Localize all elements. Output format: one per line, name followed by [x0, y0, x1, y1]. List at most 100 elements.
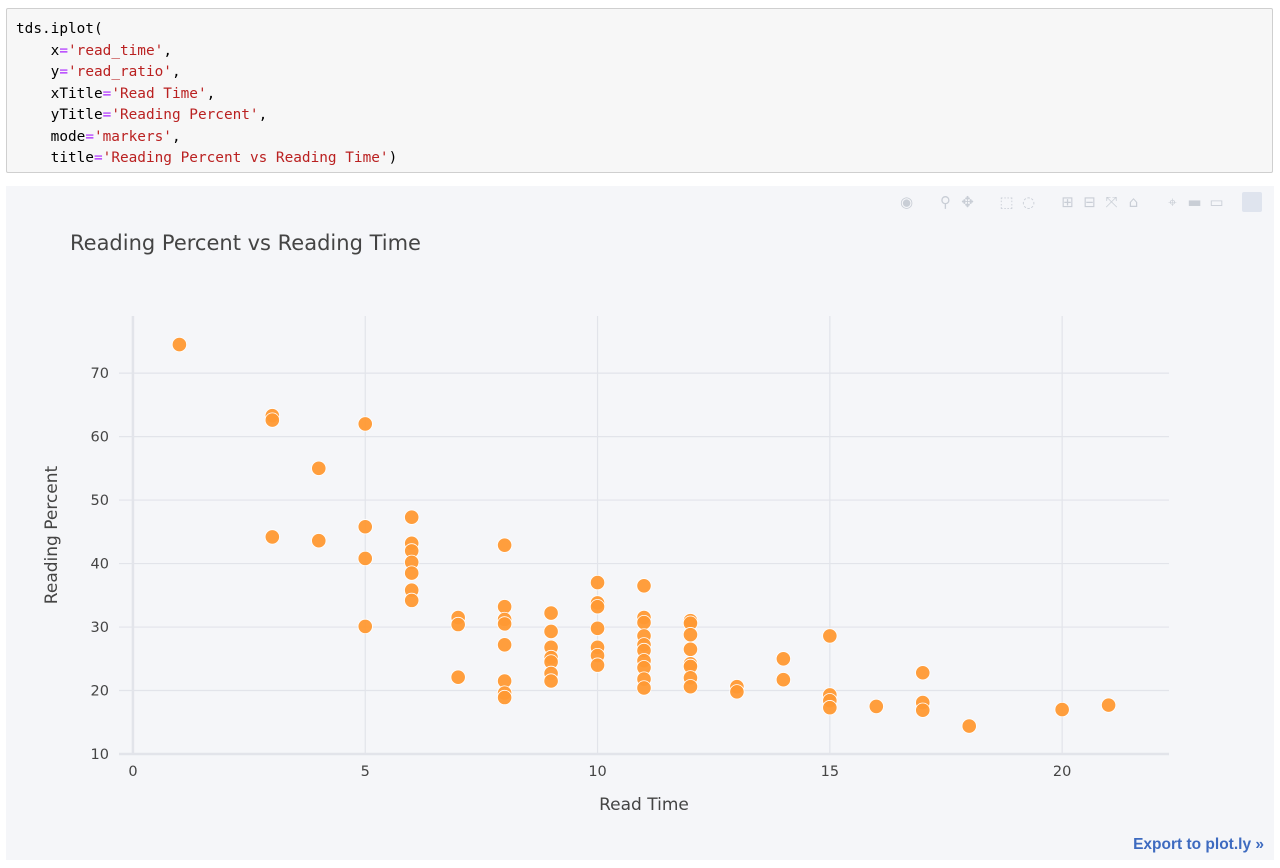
y-tick-label: 50	[91, 493, 109, 509]
plotly-logo-icon[interactable]	[1242, 192, 1262, 212]
code-line: mode='markers',	[16, 127, 1272, 149]
autoscale-icon[interactable]: ⤧	[1105, 192, 1118, 211]
code-token: title	[16, 150, 94, 166]
reset-axes-icon[interactable]: ⌂	[1128, 192, 1139, 211]
data-point[interactable]	[1101, 697, 1117, 713]
data-point[interactable]	[497, 537, 513, 553]
y-axis-title: Reading Percent	[42, 465, 62, 604]
code-token: mode	[16, 128, 86, 145]
hover-closest-icon[interactable]: ▬	[1187, 192, 1202, 211]
code-token: x	[16, 42, 60, 59]
code-token: 'Reading Percent'	[111, 107, 259, 123]
x-tick-label: 15	[821, 764, 839, 780]
data-point[interactable]	[682, 679, 699, 695]
camera-icon[interactable]: ◉	[899, 192, 914, 211]
data-point[interactable]	[497, 599, 513, 615]
data-point[interactable]	[497, 689, 513, 706]
data-point[interactable]	[357, 550, 373, 567]
data-point[interactable]	[404, 565, 420, 581]
data-point[interactable]	[589, 599, 606, 615]
data-point[interactable]	[497, 616, 513, 632]
data-point[interactable]	[915, 702, 931, 718]
zoom-out-icon[interactable]: ⊟	[1083, 192, 1096, 211]
data-point[interactable]	[775, 651, 791, 667]
data-point[interactable]	[915, 665, 931, 681]
pan-icon[interactable]: ✥	[961, 192, 974, 211]
data-point[interactable]	[775, 672, 791, 688]
code-input-cell[interactable]: tds.iplot( x='read_time', y='read_ratio'…	[6, 8, 1273, 173]
data-point[interactable]	[868, 698, 884, 714]
data-point[interactable]	[171, 336, 187, 353]
code-token: ,	[171, 128, 181, 145]
x-axis-title: Read Time	[599, 795, 689, 815]
code-token: 'read_time'	[68, 42, 164, 59]
code-line: x='read_time',	[16, 41, 1272, 63]
data-point[interactable]	[311, 460, 327, 476]
code-token: yTitle	[16, 107, 103, 123]
code-line: tds.iplot(	[16, 19, 1272, 41]
export-to-plotly-link[interactable]: Export to plot.ly »	[1133, 836, 1264, 853]
data-point[interactable]	[589, 657, 606, 673]
box-select-icon[interactable]: ⬚	[999, 192, 1014, 211]
data-point[interactable]	[357, 618, 373, 635]
data-point[interactable]	[357, 416, 373, 432]
code-line: xTitle='Read Time',	[16, 84, 1272, 106]
data-point[interactable]	[682, 627, 699, 643]
lasso-select-icon[interactable]: ◌	[1021, 192, 1036, 211]
code-token: =	[59, 42, 68, 59]
data-point[interactable]	[543, 605, 559, 621]
code-token: 'Read Time'	[111, 85, 207, 102]
data-point[interactable]	[636, 578, 652, 594]
code-token: ,	[206, 85, 216, 102]
hover-compare-icon[interactable]: ▭	[1209, 192, 1224, 211]
data-point[interactable]	[822, 700, 838, 716]
data-point[interactable]	[497, 637, 513, 653]
code-token: ,	[163, 42, 172, 59]
code-token: tds.iplot(	[16, 21, 103, 37]
code-token: y	[16, 64, 60, 80]
spike-lines-icon[interactable]: ⌖	[1168, 192, 1177, 211]
data-point[interactable]	[264, 412, 280, 428]
data-point[interactable]	[543, 623, 559, 640]
code-token: =	[93, 150, 103, 166]
data-point[interactable]	[589, 620, 606, 636]
code-line: title='Reading Percent vs Reading Time')	[16, 148, 1272, 170]
data-point[interactable]	[450, 616, 466, 633]
code-token: 'markers'	[93, 128, 172, 145]
x-tick-label: 5	[361, 764, 370, 780]
zoom-in-icon[interactable]: ⊞	[1061, 192, 1074, 211]
code-token: xTitle	[16, 85, 103, 102]
data-point[interactable]	[404, 509, 420, 525]
y-tick-label: 60	[91, 430, 109, 446]
data-point[interactable]	[589, 575, 606, 591]
code-token: ,	[258, 107, 268, 123]
data-point[interactable]	[543, 673, 559, 689]
scatter-chart[interactable]: 0 5 10 15 20 10 20 30 40 50 60 70 Reading Percent vs…	[6, 186, 1274, 860]
x-tick-label: 20	[1053, 764, 1071, 780]
x-tick-label: 0	[128, 764, 137, 780]
data-point[interactable]	[961, 718, 977, 734]
code-token: =	[85, 128, 94, 145]
data-point[interactable]	[404, 592, 420, 608]
y-tick-label: 30	[91, 620, 109, 636]
y-tick-label: 20	[91, 684, 109, 700]
data-point[interactable]	[264, 529, 280, 545]
plot-output-area: 0 5 10 15 20 10 20 30 40 50 60 70 Reading Percent vs…	[6, 186, 1274, 860]
code-token: ,	[171, 64, 181, 80]
code-token: )	[388, 150, 398, 166]
data-point[interactable]	[311, 533, 327, 549]
data-point[interactable]	[636, 680, 652, 696]
code-token: =	[102, 85, 112, 102]
code-token: 'Reading Percent vs Reading Time'	[102, 150, 389, 166]
zoom-icon[interactable]: ⚲	[940, 192, 951, 211]
data-point[interactable]	[450, 669, 466, 685]
data-point[interactable]	[729, 684, 745, 700]
data-point[interactable]	[636, 614, 652, 631]
y-tick-label: 10	[91, 747, 109, 763]
chart-title: Reading Percent vs Reading Time	[70, 231, 421, 255]
code-block[interactable]: tds.iplot( x='read_time', y='read_ratio'…	[7, 9, 1272, 170]
data-point[interactable]	[357, 519, 373, 535]
data-point[interactable]	[1054, 701, 1070, 718]
data-point[interactable]	[682, 641, 699, 657]
data-point[interactable]	[822, 628, 838, 644]
